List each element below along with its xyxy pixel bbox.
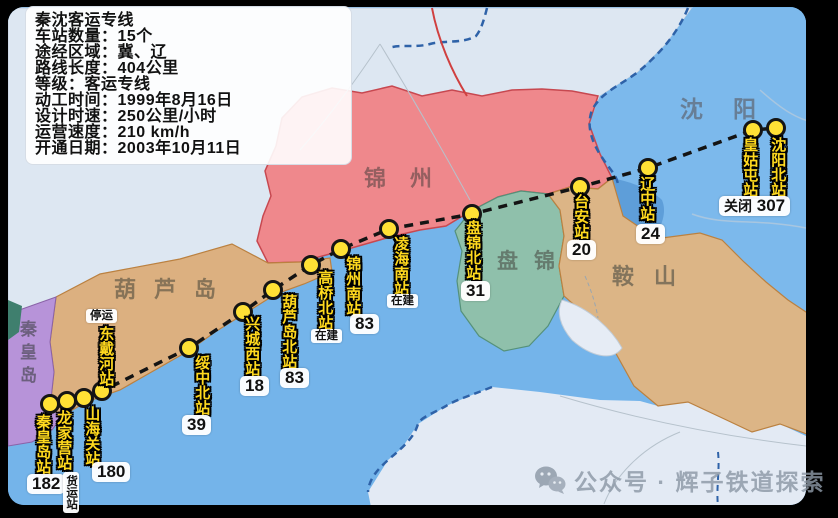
info-station-count: 车站数量：15个 [35,28,153,45]
station-marker-huanggutun [743,120,763,140]
station-label-xingchengxi: 兴城西站 [243,316,261,376]
region-label-jinzhou: 锦州 [364,166,457,191]
station-marker-gaoqiaobei [301,255,321,275]
station-count-shanhaiguan: 180 [92,462,131,482]
station-status-count-shenyang: 关闭 307 [719,196,791,216]
station-label-gaoqiaobei: 高桥北站 [316,270,334,330]
station-marker-liaozhong [638,158,658,178]
station-count-taian: 20 [567,240,596,260]
region-shape-sliver [8,300,22,340]
station-count-xingchengxi: 18 [240,376,269,396]
region-label-panjin: 盘锦 [497,250,571,273]
station-marker-suizhongbei [179,338,199,358]
station-status-dongdaihe: 停运 [86,309,117,324]
info-opening-date: 开通日期：2003年10月11日 [35,140,242,157]
station-count-shenyangbei: 307 [756,196,786,215]
station-marker-panjinbei [462,204,482,224]
station-count-qinhuangdao: 182 [27,474,66,494]
station-status-linghainan: 在建 [387,294,418,309]
station-marker-shenyangbei [766,118,786,138]
info-construction-date: 动工时间：1999年8月16日 [35,92,233,109]
wechat-icon [535,466,566,494]
station-status-longjiaying: 货运站 [63,472,80,513]
station-count-suizhongbei: 39 [182,415,211,435]
region-shape-panjin [454,190,565,352]
station-label-longjiaying: 龙家营站 [55,410,73,470]
station-label-taian: 台安站 [572,194,590,239]
region-label-huludao: 葫芦岛 [114,277,235,302]
station-label-shanhaiguan: 山海关站 [83,406,101,466]
station-status-gaoqiaobei: 在建 [311,329,342,344]
watermark: 公众号 · 辉子铁道探索 [534,463,825,497]
station-marker-xingchengxi [233,302,253,322]
station-count-jinzhounan: 83 [350,314,379,334]
info-design-speed: 设计时速：250公里/小时 [35,108,217,125]
region-shape-coastal-pale [558,299,623,357]
decorative-lines [299,7,806,505]
station-marker-shanhaiguan [74,388,94,408]
station-label-suizhongbei: 绥中北站 [193,355,211,415]
station-marker-huludaobei [263,280,283,300]
station-label-huludaobei: 葫芦岛北站 [280,294,298,369]
station-count-liaozhong: 24 [636,224,665,244]
station-label-huanggutun: 皇姑屯站 [741,137,759,197]
station-marker-dongdaihe [92,381,112,401]
station-marker-taian [570,177,590,197]
info-regions: 途经区域：冀、辽 [35,44,168,61]
watermark-text: 公众号 · 辉子铁道探索 [574,469,826,495]
station-label-shenyangbei: 沈阳北站 [769,137,787,197]
region-label-qinhuangdao: 秦皇岛 [17,320,36,389]
info-grade: 等级：客运专线 [35,76,151,93]
station-marker-jinzhounan [331,239,351,259]
info-length: 路线长度：404公里 [35,60,179,77]
station-marker-linghainan [379,219,399,239]
station-label-qinhuangdao: 秦皇岛站 [34,414,52,474]
region-shape-shenyang [589,8,806,312]
station-count-panjinbei: 31 [461,281,490,301]
info-operating-speed: 运营速度：210 km/h [35,124,190,141]
region-label-anshan: 鞍山 [612,264,697,289]
station-label-jinzhounan: 锦州南站 [344,256,362,316]
station-label-liaozhong: 辽中站 [638,176,656,221]
station-label-linghainan: 凌海南站 [392,236,410,296]
route-info-panel: 秦沈客运专线 车站数量：15个 途经区域：冀、辽 路线长度：404公里 等级：客… [25,6,352,165]
region-shape-southeast [368,387,806,505]
station-status-huanggutun: 关闭 [724,198,752,214]
route-title: 秦沈客运专线 [35,12,135,29]
station-label-dongdaihe: 东戴河站 [97,326,115,386]
station-count-huludaobei: 83 [280,368,309,388]
station-label-panjinbei: 盘锦北站 [464,220,482,280]
region-label-shenyang: 沈阳 [680,96,786,122]
